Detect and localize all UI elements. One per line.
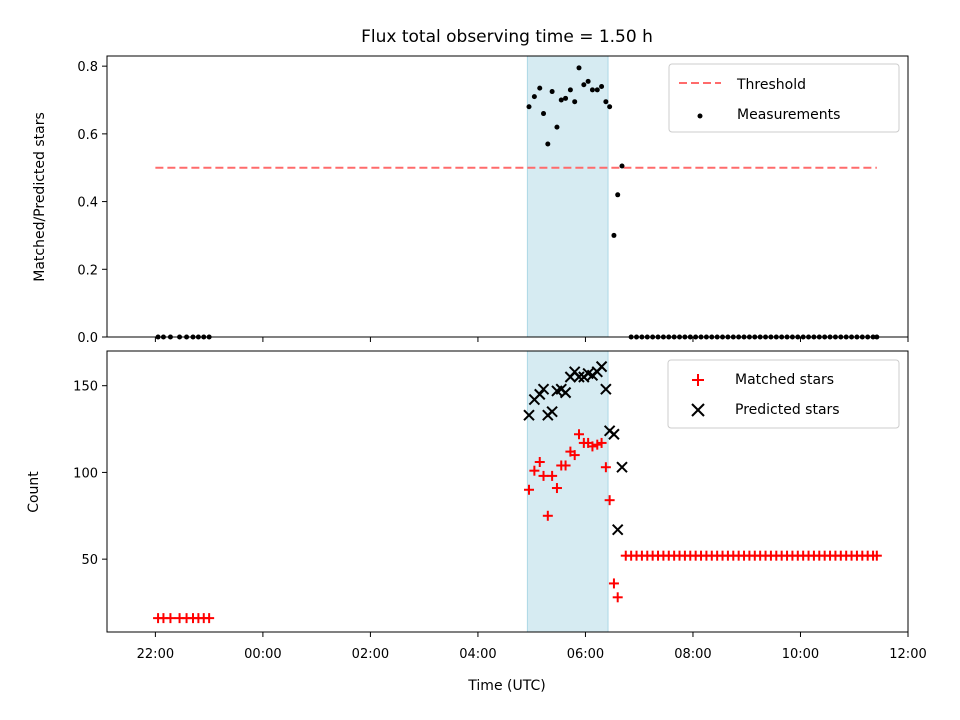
matched-star-point: [165, 613, 176, 624]
matched-star-point: [542, 510, 553, 521]
measurement-point: [576, 65, 582, 71]
x-tick-label: 08:00: [674, 647, 711, 662]
x-tick-label: 06:00: [567, 647, 604, 662]
x-tick-label: 02:00: [352, 647, 389, 662]
matched-star-point: [524, 484, 535, 495]
measurement-point: [572, 99, 578, 105]
predicted-star-point: [534, 388, 546, 401]
matched-star-point: [560, 460, 571, 471]
measurement-point: [554, 124, 560, 130]
x-tick-label: 12:00: [889, 647, 926, 662]
measurement-point: [619, 163, 625, 169]
legend-predicted-swatch: [691, 403, 705, 417]
matched-star-point: [573, 429, 584, 440]
measurement-point: [531, 94, 537, 100]
ratio-y-tick-label: 0.6: [77, 128, 98, 143]
measurement-point: [615, 192, 621, 198]
matched-star-point: [604, 495, 615, 506]
count-plot-frame: [106, 350, 909, 633]
measurement-point: [599, 83, 605, 89]
legend-matched-label: Matched stars: [735, 372, 834, 388]
x-tick-label: 22:00: [137, 647, 174, 662]
matched-star-point: [871, 550, 882, 561]
ratio-highlight-span: [526, 55, 609, 338]
predicted-star-point: [616, 461, 628, 473]
matched-star-point: [204, 613, 215, 624]
ratio-y-tick-label: 0.4: [77, 196, 98, 211]
measurement-point: [603, 99, 609, 105]
matched-star-point: [612, 592, 623, 603]
count-y-axis-title: Count: [26, 471, 42, 513]
measurement-point: [585, 78, 591, 84]
count-legend: Matched stars Predicted stars: [667, 359, 900, 429]
matched-star-point: [529, 465, 540, 476]
ratio-y-tick-label: 0.0: [77, 331, 98, 346]
ratio-y-tick-label: 0.8: [77, 60, 98, 75]
predicted-star-point: [537, 383, 550, 395]
x-tick-label: 04:00: [459, 647, 496, 662]
legend-measurements-swatch: [697, 113, 703, 119]
matched-star-point: [608, 578, 619, 589]
ratio-legend-frame: [668, 63, 900, 133]
predicted-star-point: [573, 371, 585, 383]
matched-star-point: [587, 441, 598, 452]
legend-measurements-label: Measurements: [737, 107, 840, 123]
count-y-tick-label: 100: [73, 466, 98, 481]
measurement-point: [549, 89, 555, 95]
count-highlight-span: [526, 350, 609, 633]
count-panel: 50 100 150 22:00 00:00 02:00 04:00 06:00 08:00 1…: [26, 350, 927, 694]
matched-star-point: [600, 462, 611, 473]
predicted-star-point: [523, 409, 535, 421]
measurement-point: [589, 87, 595, 93]
predicted-star-point: [611, 523, 624, 536]
measurement-point: [545, 141, 551, 147]
measurement-point: [558, 97, 564, 103]
matched-star-point: [547, 470, 558, 481]
x-axis-title: Time (UTC): [467, 678, 545, 694]
measurement-point: [526, 104, 532, 110]
legend-predicted-label: Predicted stars: [735, 402, 840, 418]
chart-title: Flux total observing time = 1.50 h: [361, 27, 653, 47]
measurement-point: [541, 111, 547, 117]
measurement-point: [567, 87, 573, 93]
matched-star-point: [534, 457, 545, 468]
count-y-tick-label: 150: [73, 380, 98, 395]
count-legend-frame: [667, 359, 900, 429]
measurement-point: [611, 232, 617, 238]
matched-star-point: [538, 470, 549, 481]
predicted-star-point: [559, 386, 572, 399]
x-tick-label: 00:00: [244, 647, 281, 662]
count-y-tick-label: 50: [81, 553, 98, 568]
predicted-star-point: [595, 360, 608, 373]
ratio-legend: Threshold Measurements: [668, 63, 900, 133]
predicted-star-point: [600, 383, 612, 395]
matched-star-point: [596, 437, 607, 448]
measurement-point: [563, 95, 569, 101]
measurement-point: [537, 85, 543, 91]
ratio-y-tick-label: 0.2: [77, 263, 98, 278]
measurement-point: [607, 104, 613, 110]
predicted-star-point: [546, 406, 558, 418]
ratio-panel: 0.00.20.40.60.8 Matched/Predicted stars …: [32, 55, 909, 346]
predicted-star-point: [608, 428, 620, 440]
matched-star-point: [551, 483, 562, 494]
matched-star-point: [569, 450, 580, 461]
legend-matched-swatch: [692, 374, 704, 386]
measurement-point: [594, 87, 600, 93]
ratio-y-axis-title: Matched/Predicted stars: [32, 112, 48, 282]
ratio-plot-frame: [106, 55, 909, 338]
legend-threshold-label: Threshold: [736, 77, 806, 93]
x-tick-label: 10:00: [782, 647, 819, 662]
measurement-point: [581, 82, 587, 88]
